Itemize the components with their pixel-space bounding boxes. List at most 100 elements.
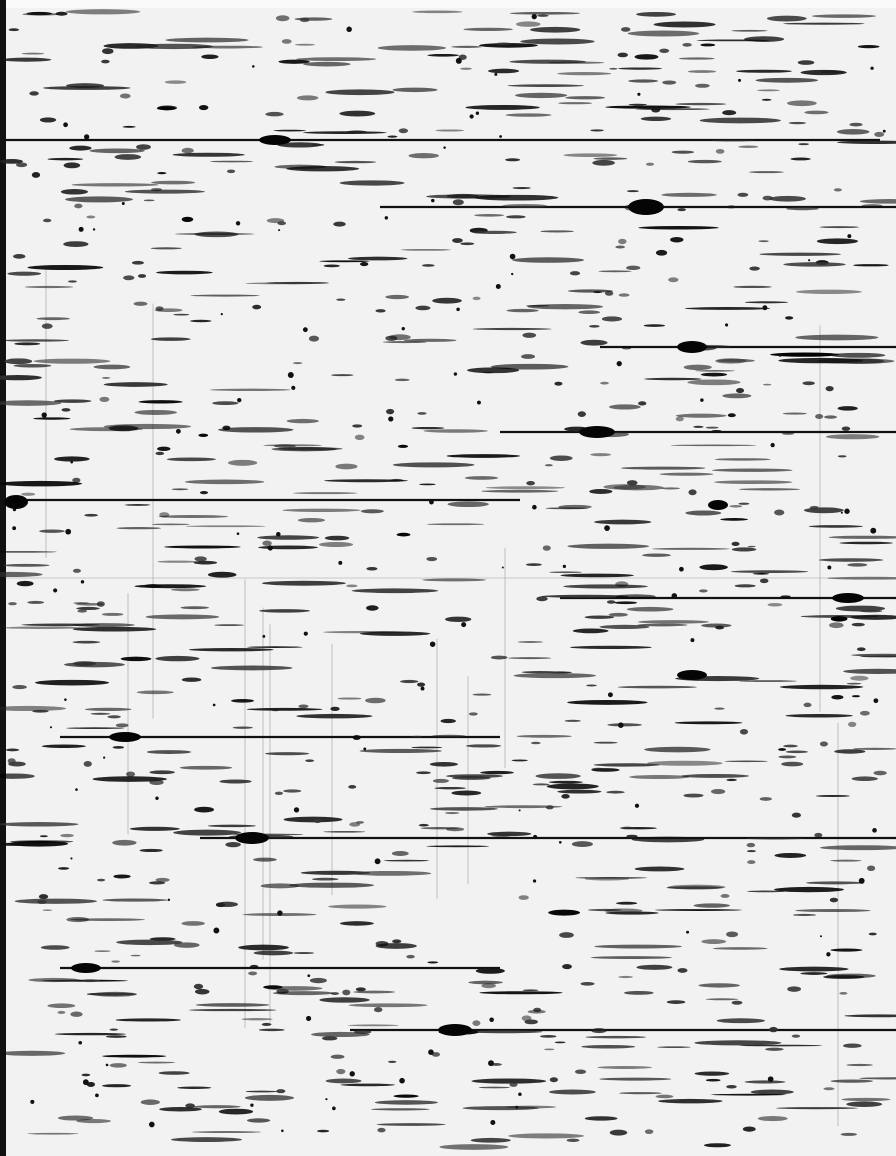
- spectrum-streak: [590, 453, 611, 456]
- point-source: [515, 1106, 518, 1109]
- spectrum-streak: [533, 783, 550, 785]
- spectrum-streak: [8, 762, 26, 767]
- spectrum-streak: [149, 881, 165, 884]
- spectrum-streak: [447, 454, 521, 458]
- spectrum-streak: [113, 746, 125, 749]
- spectrum-streak: [190, 295, 259, 297]
- spectrum-streak: [305, 759, 314, 762]
- spectrum-streak: [42, 909, 52, 911]
- spectrum-streak: [867, 865, 875, 871]
- spectrum-streak: [526, 481, 535, 485]
- spectrum-streak: [609, 613, 628, 617]
- spectrum-streak: [654, 22, 716, 28]
- point-source: [338, 561, 342, 565]
- spectrum-streak: [353, 735, 361, 740]
- spectrum-streak: [298, 704, 308, 708]
- spectrum-streak: [385, 295, 409, 299]
- spectrum-streak: [374, 1007, 382, 1012]
- spectrum-streak: [284, 817, 343, 823]
- spectrum-streak: [662, 80, 676, 84]
- spectrum-streak: [74, 204, 82, 209]
- spectrum-streak: [295, 44, 315, 46]
- spectrum-streak: [432, 298, 462, 304]
- spectrum-streak: [282, 509, 360, 512]
- spectrum-streak: [84, 514, 98, 517]
- spectrum-streak: [786, 207, 819, 210]
- spectrum-streak: [208, 825, 256, 828]
- spectrum-streak: [776, 1107, 858, 1109]
- spectrum-streak: [111, 960, 120, 962]
- spectrum-streak: [348, 1024, 399, 1026]
- spectrum-streak: [0, 1051, 65, 1056]
- spectrum-streak: [66, 727, 124, 729]
- spectrum-streak: [591, 956, 673, 959]
- spectrum-streak: [474, 214, 504, 217]
- spectrum-streak: [826, 434, 879, 439]
- spectrum-streak: [201, 55, 218, 60]
- spectrum-streak: [263, 444, 322, 446]
- spectrum-streak: [247, 646, 303, 648]
- spectrum-streak: [349, 871, 431, 876]
- spectrum-streak: [798, 143, 809, 145]
- spectrum-streak: [250, 965, 259, 969]
- spectrum-streak: [616, 902, 637, 905]
- spectrum-streak: [227, 169, 235, 173]
- spectrum-streak: [610, 1130, 627, 1136]
- spectrum-streak: [812, 14, 876, 18]
- point-source: [168, 899, 170, 901]
- spectrum-streak: [491, 833, 512, 838]
- spectrum-streak: [254, 951, 294, 956]
- spectrum-streak: [136, 144, 151, 150]
- spectrum-streak: [747, 860, 755, 864]
- spectrum-streak: [309, 336, 319, 342]
- point-source: [431, 199, 434, 202]
- spectrum-streak: [600, 382, 609, 385]
- spectrum-streak: [768, 603, 783, 606]
- spectrum-streak: [165, 38, 248, 43]
- spectrum-streak: [265, 112, 283, 116]
- spectrum-streak: [695, 84, 710, 88]
- spectrum-streak: [294, 952, 315, 954]
- spectrum-streak: [387, 136, 397, 138]
- spectrum-streak: [795, 335, 878, 341]
- spectrum-streak: [94, 950, 110, 952]
- spectrum-streak: [786, 750, 808, 753]
- spectrum-streak: [102, 1084, 131, 1087]
- spectrum-streak: [245, 282, 313, 284]
- point-source: [65, 529, 71, 535]
- spectrum-streak: [638, 401, 646, 405]
- spectrum-streak: [841, 1133, 857, 1136]
- spectrum-streak: [149, 770, 174, 774]
- spectrum-streak: [715, 626, 724, 630]
- spectrum-streak: [677, 208, 686, 211]
- spectrum-streak: [735, 584, 756, 587]
- spectrum-streak: [0, 159, 23, 164]
- spectrum-streak: [839, 992, 847, 995]
- spectrum-streak: [65, 196, 133, 202]
- spectrum-streak: [712, 140, 754, 142]
- spectrum-streak: [388, 1061, 396, 1063]
- spectrum-streak: [513, 187, 531, 189]
- spectrum-streak: [585, 1116, 618, 1120]
- spectrum-streak: [473, 694, 492, 696]
- spectrum-streak: [634, 54, 658, 59]
- spectrum-streak: [635, 867, 685, 872]
- point-source: [278, 229, 280, 231]
- spectrum-streak: [63, 241, 88, 247]
- point-source: [325, 1098, 327, 1100]
- spectrum-streak: [783, 413, 807, 415]
- spectrum-streak: [33, 359, 110, 364]
- spectrum-streak: [619, 1092, 662, 1094]
- spectrum-streak: [453, 199, 464, 205]
- spectrum-streak: [787, 986, 801, 991]
- spectrum-streak: [679, 57, 715, 59]
- spectrum-streak: [341, 1084, 395, 1087]
- spectrum-streak: [165, 80, 187, 84]
- spectrum-streak: [400, 249, 451, 251]
- spectrum-streak: [760, 578, 769, 583]
- spectrum-streak: [565, 96, 605, 99]
- spectrum-streak: [273, 130, 306, 132]
- spectrum-streak: [670, 237, 683, 243]
- spectrum-streak: [468, 981, 503, 985]
- spectrum-streak: [451, 46, 482, 48]
